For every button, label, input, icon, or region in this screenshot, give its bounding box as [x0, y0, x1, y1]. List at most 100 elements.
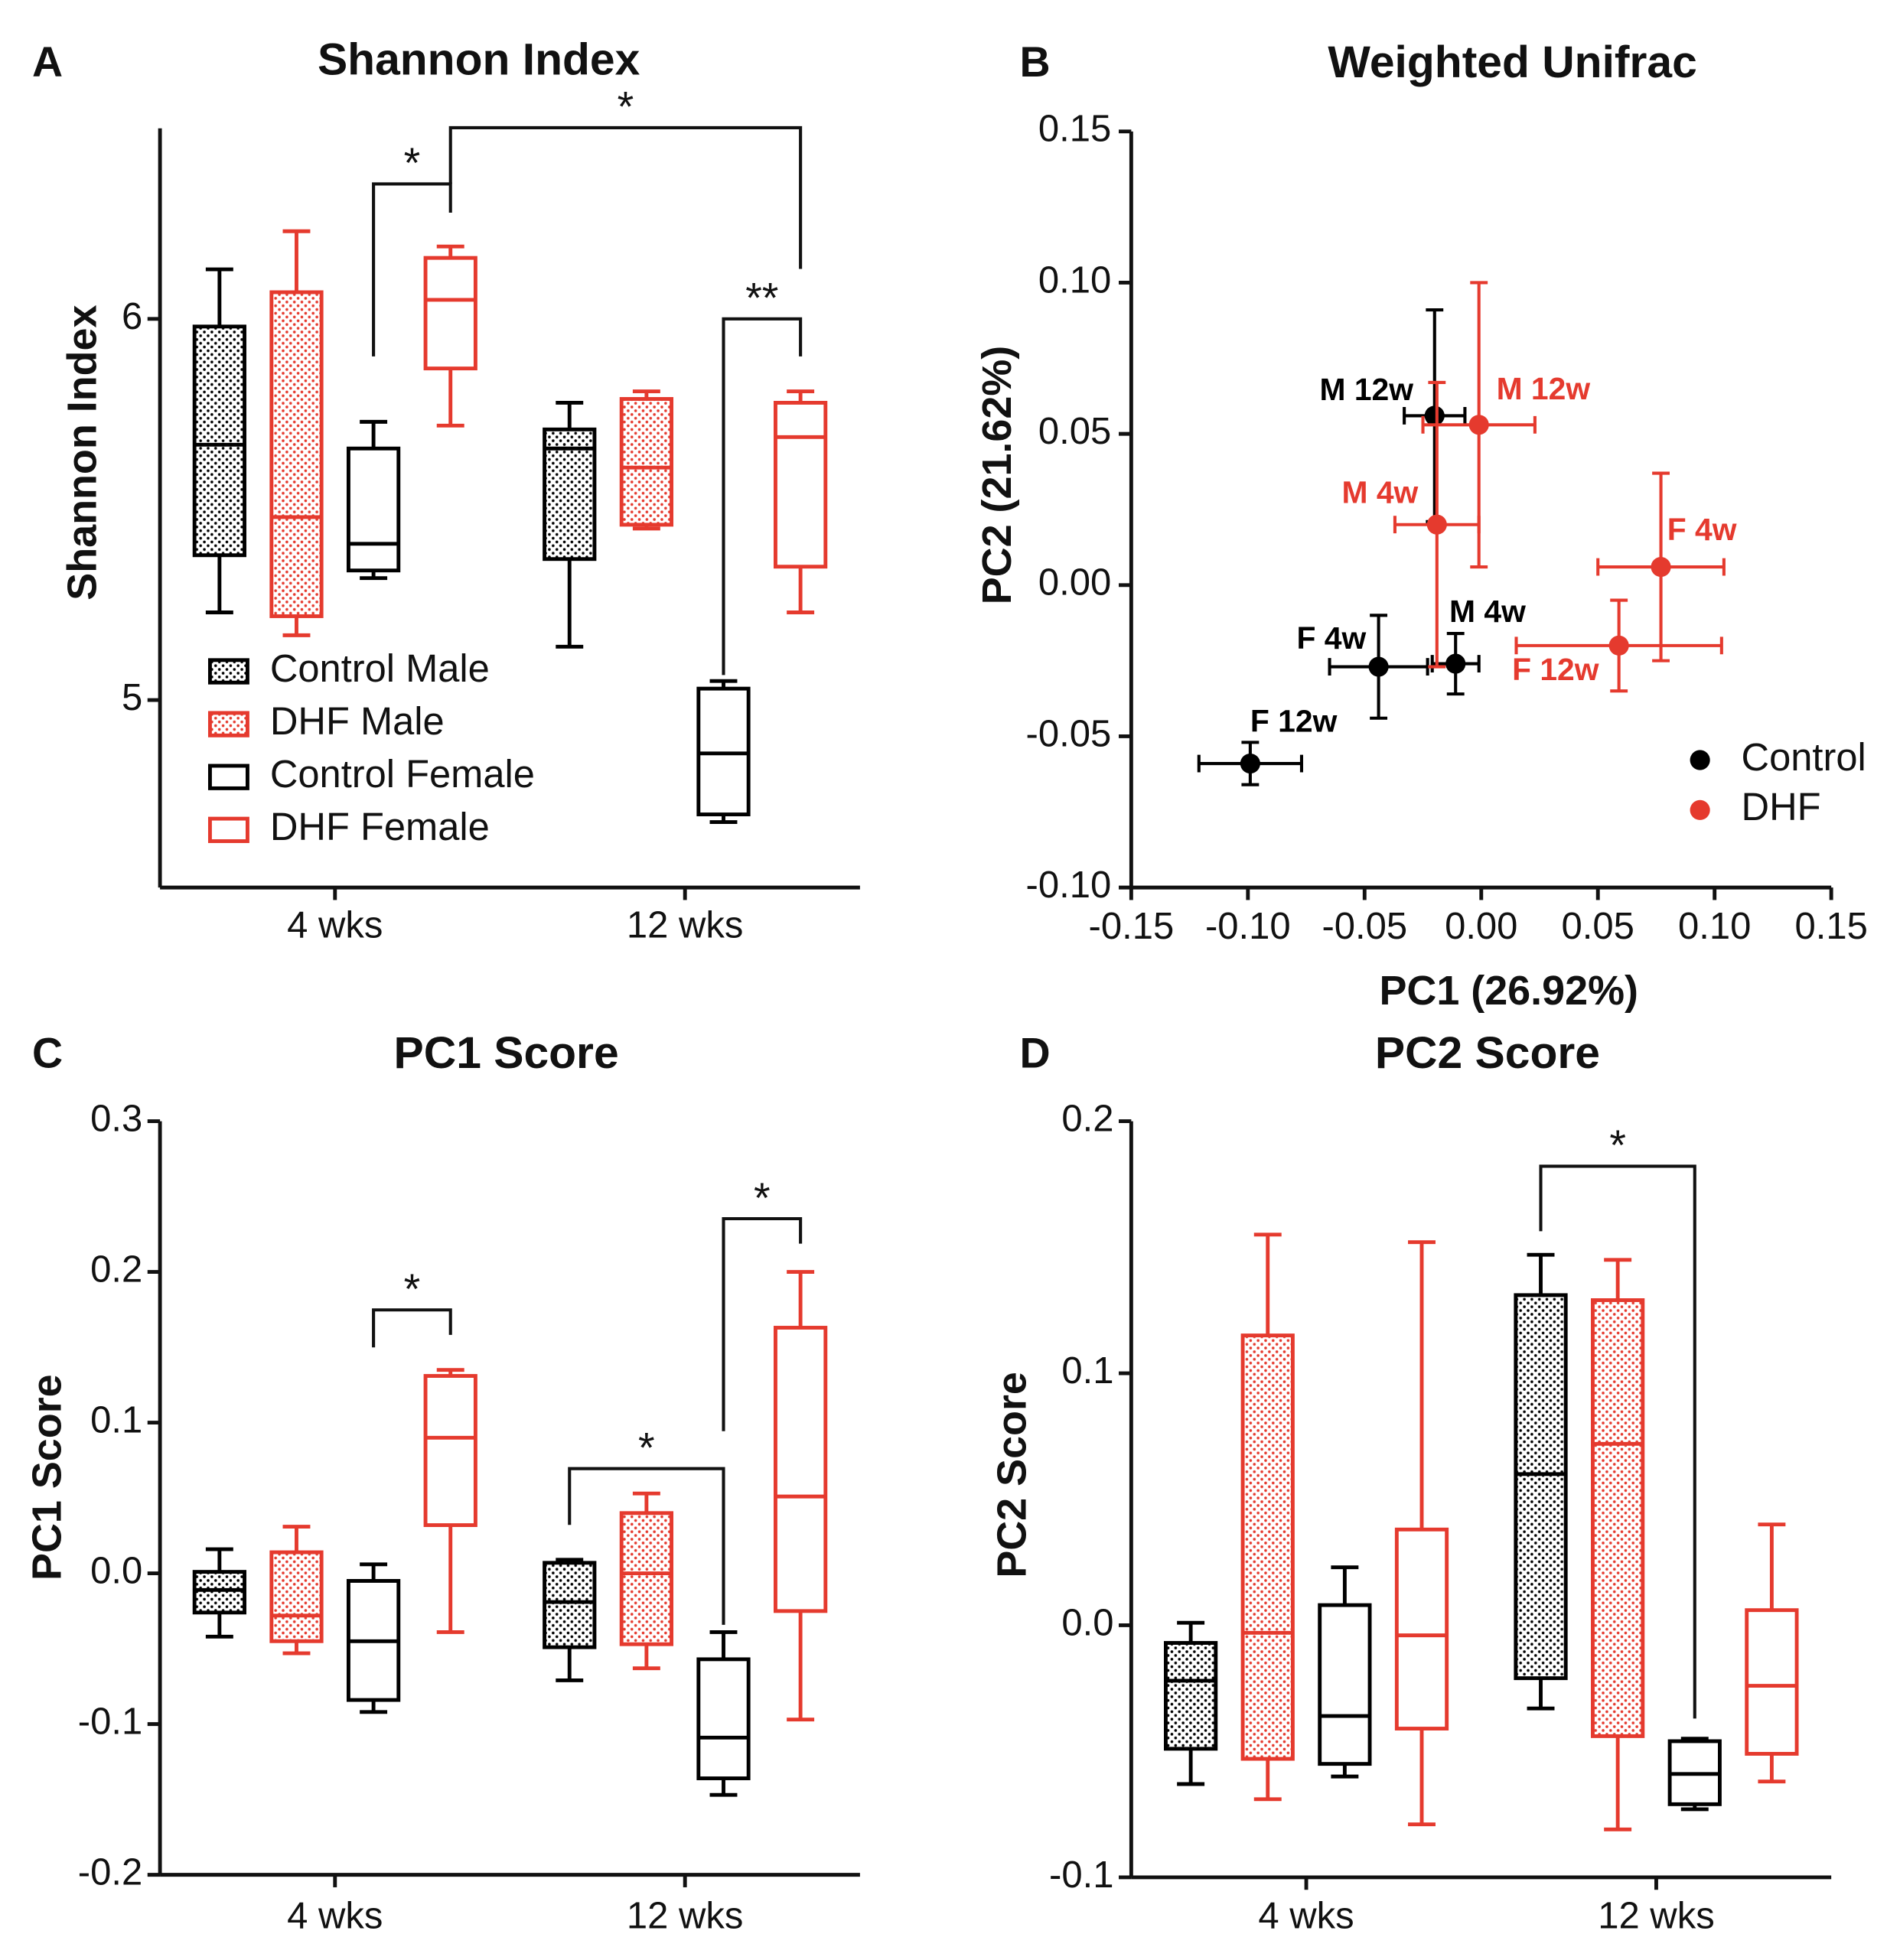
- point: [1240, 753, 1260, 774]
- point-label: F 4w: [1667, 512, 1737, 547]
- box: [543, 1561, 597, 1649]
- x-tick-label: 12 wks: [627, 1896, 744, 1937]
- x-tick-label: 4 wks: [1258, 1896, 1354, 1937]
- significance-bracket: [372, 1308, 452, 1348]
- significance-label: *: [618, 83, 634, 131]
- significance-label: *: [638, 1424, 655, 1472]
- legend-swatch: [207, 763, 249, 790]
- box: [543, 427, 597, 562]
- y-axis-label: PC2 Score: [989, 1372, 1035, 1578]
- box: [423, 1374, 477, 1528]
- point: [1468, 415, 1489, 435]
- significance-label: *: [754, 1174, 771, 1222]
- panel-letter: A: [32, 38, 63, 86]
- y-tick-label: 0.0: [90, 1551, 142, 1592]
- box: [269, 1550, 324, 1643]
- box: [696, 686, 751, 817]
- point-label: M 12w: [1497, 371, 1591, 406]
- chart-title: Shannon Index: [318, 35, 640, 85]
- legend-swatch: [207, 658, 249, 685]
- x-tick-label: 0.15: [1794, 906, 1867, 947]
- point: [1424, 405, 1445, 426]
- y-tick-label: -0.1: [1049, 1854, 1113, 1896]
- legend-label: DHF: [1742, 785, 1821, 829]
- x-tick-label: 0.05: [1562, 906, 1634, 947]
- y-tick-label: 0.2: [90, 1249, 142, 1291]
- box: [1394, 1527, 1449, 1730]
- significance-bracket: [722, 317, 803, 676]
- legend-marker: [1690, 750, 1710, 770]
- point: [1651, 557, 1671, 578]
- point-label: F 4w: [1297, 620, 1367, 656]
- x-tick-label: 4 wks: [287, 904, 383, 946]
- significance-bracket: [448, 125, 803, 269]
- box: [1240, 1333, 1295, 1761]
- significance-label: **: [745, 275, 778, 322]
- x-tick-label: -0.10: [1205, 906, 1291, 947]
- significance-label: *: [404, 1265, 421, 1313]
- point-label: F 12w: [1250, 704, 1338, 739]
- y-tick-label: -0.05: [1026, 713, 1112, 754]
- box: [423, 256, 477, 371]
- significance-bracket: [372, 182, 452, 357]
- y-axis-label: PC1 Score: [24, 1374, 70, 1581]
- x-tick-label: 0.00: [1445, 906, 1517, 947]
- x-tick-label: 12 wks: [627, 904, 744, 946]
- y-tick-label: 5: [122, 677, 142, 718]
- box: [1514, 1293, 1568, 1681]
- box: [269, 290, 324, 618]
- point-label: M 4w: [1341, 474, 1418, 510]
- point: [1426, 514, 1447, 535]
- y-tick-label: -0.1: [78, 1701, 142, 1743]
- x-tick-label: 12 wks: [1598, 1896, 1715, 1937]
- significance-bracket: [568, 1467, 725, 1625]
- box: [192, 324, 246, 558]
- y-tick-label: 0.3: [90, 1099, 142, 1140]
- panel-letter: C: [32, 1029, 63, 1076]
- legend-marker: [1690, 799, 1710, 820]
- point-label: M 12w: [1319, 372, 1413, 407]
- x-tick-label: -0.15: [1089, 906, 1175, 947]
- point: [1368, 656, 1389, 677]
- x-tick-label: 4 wks: [287, 1896, 383, 1937]
- chart-title: Weighted Unifrac: [1328, 37, 1696, 87]
- significance-label: *: [1609, 1122, 1626, 1169]
- legend-label: Control Male: [270, 646, 490, 690]
- x-tick-label: -0.05: [1322, 906, 1407, 947]
- legend-label: DHF Male: [270, 699, 445, 743]
- box: [1745, 1608, 1799, 1756]
- y-tick-label: 0.15: [1038, 109, 1111, 150]
- point-label: M 4w: [1449, 594, 1526, 629]
- legend-label: DHF Female: [270, 805, 490, 848]
- x-tick-label: 0.10: [1678, 906, 1751, 947]
- y-axis-label: PC2 (21.62%): [974, 346, 1020, 604]
- panel-letter: B: [1020, 38, 1051, 86]
- legend-swatch: [207, 816, 249, 843]
- y-tick-label: 0.10: [1038, 259, 1111, 301]
- significance-label: *: [404, 139, 421, 187]
- y-tick-label: 0.0: [1061, 1602, 1113, 1643]
- box: [1591, 1298, 1645, 1738]
- box: [619, 397, 673, 527]
- box: [346, 446, 401, 573]
- box: [696, 1657, 751, 1780]
- y-tick-label: 0.1: [1061, 1350, 1113, 1392]
- point: [1608, 635, 1629, 656]
- box: [192, 1570, 246, 1615]
- box: [1318, 1603, 1372, 1766]
- point: [1445, 653, 1466, 674]
- y-tick-label: 6: [122, 296, 142, 337]
- y-tick-label: -0.2: [78, 1852, 142, 1893]
- y-tick-label: 0.05: [1038, 411, 1111, 452]
- y-tick-label: -0.10: [1026, 864, 1112, 906]
- box: [774, 401, 828, 569]
- y-tick-label: 0.00: [1038, 562, 1111, 604]
- chart-title: PC1 Score: [394, 1028, 619, 1078]
- y-tick-label: 0.2: [1061, 1099, 1113, 1140]
- chart-title: PC2 Score: [1375, 1028, 1600, 1078]
- box: [619, 1511, 673, 1646]
- x-axis-label: PC1 (26.92%): [1379, 968, 1638, 1014]
- significance-bracket: [1539, 1164, 1696, 1719]
